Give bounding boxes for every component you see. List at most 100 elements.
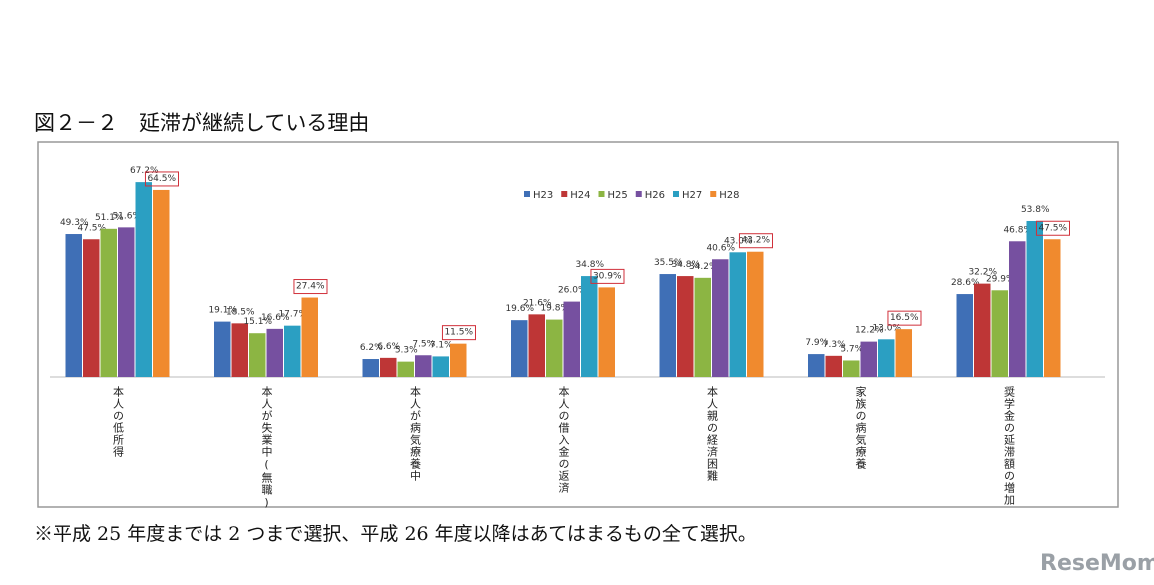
value-label: 34.8%	[671, 260, 700, 270]
bar	[956, 294, 973, 377]
value-label: 19.1%	[208, 306, 237, 316]
value-label: 21.6%	[523, 298, 552, 308]
bar	[397, 361, 414, 377]
bar	[895, 329, 912, 377]
bar	[677, 276, 694, 377]
bar	[432, 356, 449, 377]
value-label: 26.0%	[558, 286, 587, 296]
legend-label: H23	[533, 190, 553, 201]
bar	[415, 355, 432, 377]
bar	[598, 287, 615, 377]
category-label: 本人が失業中(無職)	[260, 385, 273, 510]
bar	[214, 321, 231, 377]
value-label: 28.6%	[951, 278, 980, 288]
value-label-box	[887, 310, 922, 326]
value-label: 46.8%	[1003, 225, 1032, 235]
bar	[860, 341, 877, 377]
value-label: 35.5%	[654, 258, 683, 268]
chart-frame	[37, 141, 1119, 508]
figure-title: 図２－２ 延滞が継続している理由	[34, 111, 369, 135]
category-label: 本人親の経済困難	[706, 385, 719, 482]
value-label: 16.6%	[261, 313, 290, 323]
bar	[729, 252, 746, 377]
value-label: 16.5%	[890, 313, 919, 323]
bar	[581, 276, 598, 377]
bar	[878, 339, 895, 377]
bar	[712, 259, 729, 377]
legend-label: H27	[682, 190, 702, 201]
bar	[284, 325, 301, 377]
category-label: 本人の借入金の返済	[557, 385, 570, 494]
value-label: 30.9%	[593, 271, 622, 281]
value-label: 67.2%	[130, 166, 159, 176]
value-label: 6.2%	[360, 343, 383, 353]
legend-label: H26	[645, 190, 665, 201]
value-label: 5.7%	[840, 344, 863, 354]
value-label-box	[738, 233, 773, 249]
plot: H23 H24 H25 H26 H27 H2849.3%47.5%51.1%51.6%67…	[50, 166, 1105, 510]
value-label: 32.2%	[968, 268, 997, 278]
bar	[231, 323, 248, 377]
legend-swatch	[710, 191, 717, 197]
value-label: 7.1%	[430, 340, 453, 350]
legend-swatch	[561, 191, 568, 197]
value-label: 7.3%	[823, 340, 846, 350]
bar	[100, 228, 117, 377]
legend-swatch	[635, 191, 642, 197]
value-label: 11.5%	[444, 328, 473, 338]
value-label: 34.2%	[689, 262, 718, 272]
bar	[118, 227, 135, 377]
category-label: 本人が病気療養中	[409, 385, 422, 482]
value-label: 51.6%	[112, 211, 141, 221]
bar	[694, 277, 711, 377]
watermark: ReseMom	[1040, 551, 1154, 576]
bar	[83, 239, 100, 377]
value-label: 12.2%	[855, 326, 884, 336]
value-label: 18.5%	[226, 307, 255, 317]
bar	[301, 297, 318, 377]
legend-label: H24	[570, 190, 590, 201]
legend-swatch	[524, 191, 530, 197]
bar	[843, 360, 860, 377]
value-label: 15.1%	[243, 317, 272, 327]
bar	[659, 274, 676, 377]
value-label: 7.9%	[805, 338, 828, 348]
value-label: 53.8%	[1021, 205, 1050, 215]
value-label: 5.3%	[395, 346, 418, 356]
footnote: ※平成 25 年度までは 2 つまで選択、平成 26 年度以降はあてはまるもの全…	[34, 523, 757, 545]
bar	[511, 320, 528, 377]
bar	[528, 314, 545, 377]
bar	[563, 301, 580, 377]
bar	[380, 357, 397, 377]
value-label: 7.5%	[412, 339, 435, 349]
legend-swatch	[673, 191, 679, 197]
value-label: 29.9%	[986, 274, 1015, 284]
value-label: 51.1%	[95, 213, 124, 223]
value-label: 19.8%	[540, 304, 569, 314]
bar	[362, 359, 379, 377]
bar	[991, 290, 1008, 377]
category-label: 家族の病気療養	[854, 385, 867, 470]
category-label: 奨学金の延滞額の増加	[1003, 385, 1016, 506]
category-label: 本人の低所得	[112, 385, 125, 458]
bar	[747, 251, 764, 377]
bar	[1044, 239, 1061, 377]
bar	[808, 354, 825, 377]
value-label-box	[293, 279, 328, 295]
value-label: 6.6%	[377, 342, 400, 352]
bar	[65, 234, 82, 377]
value-label-box	[441, 325, 476, 341]
bar	[266, 328, 283, 377]
bar	[249, 333, 266, 377]
value-label: 49.3%	[60, 218, 89, 228]
bar	[825, 355, 842, 377]
value-label: 43.2%	[741, 236, 770, 246]
value-label: 13.0%	[872, 323, 901, 333]
value-label: 27.4%	[296, 282, 325, 292]
bar	[1009, 241, 1026, 377]
value-label: 47.5%	[77, 223, 106, 233]
bar	[153, 189, 170, 377]
value-label: 40.6%	[706, 243, 735, 253]
value-label: 17.7%	[278, 310, 307, 320]
